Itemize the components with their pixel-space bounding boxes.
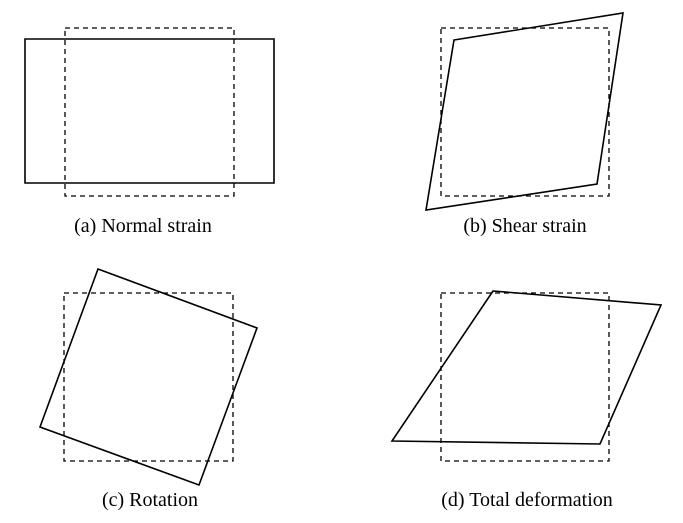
caption: (c) Rotation [102,489,198,511]
deformed-shape [38,267,259,487]
reference-square [64,27,235,197]
deformed-shape [24,38,275,184]
reference-square [440,27,610,197]
caption: (b) Shear strain [463,215,586,237]
deformed-shape [425,12,624,211]
caption: (a) Normal strain [74,215,212,237]
deformed-shape [390,290,663,445]
reference-square [63,292,234,462]
caption: (d) Total deformation [441,489,613,511]
reference-square [440,292,610,462]
panel-total-deformation: (d) Total deformation [390,290,663,511]
panel-shear-strain: (b) Shear strain [425,12,624,237]
panel-normal-strain: (a) Normal strain [24,27,275,237]
panel-rotation: (c) Rotation [38,267,259,511]
